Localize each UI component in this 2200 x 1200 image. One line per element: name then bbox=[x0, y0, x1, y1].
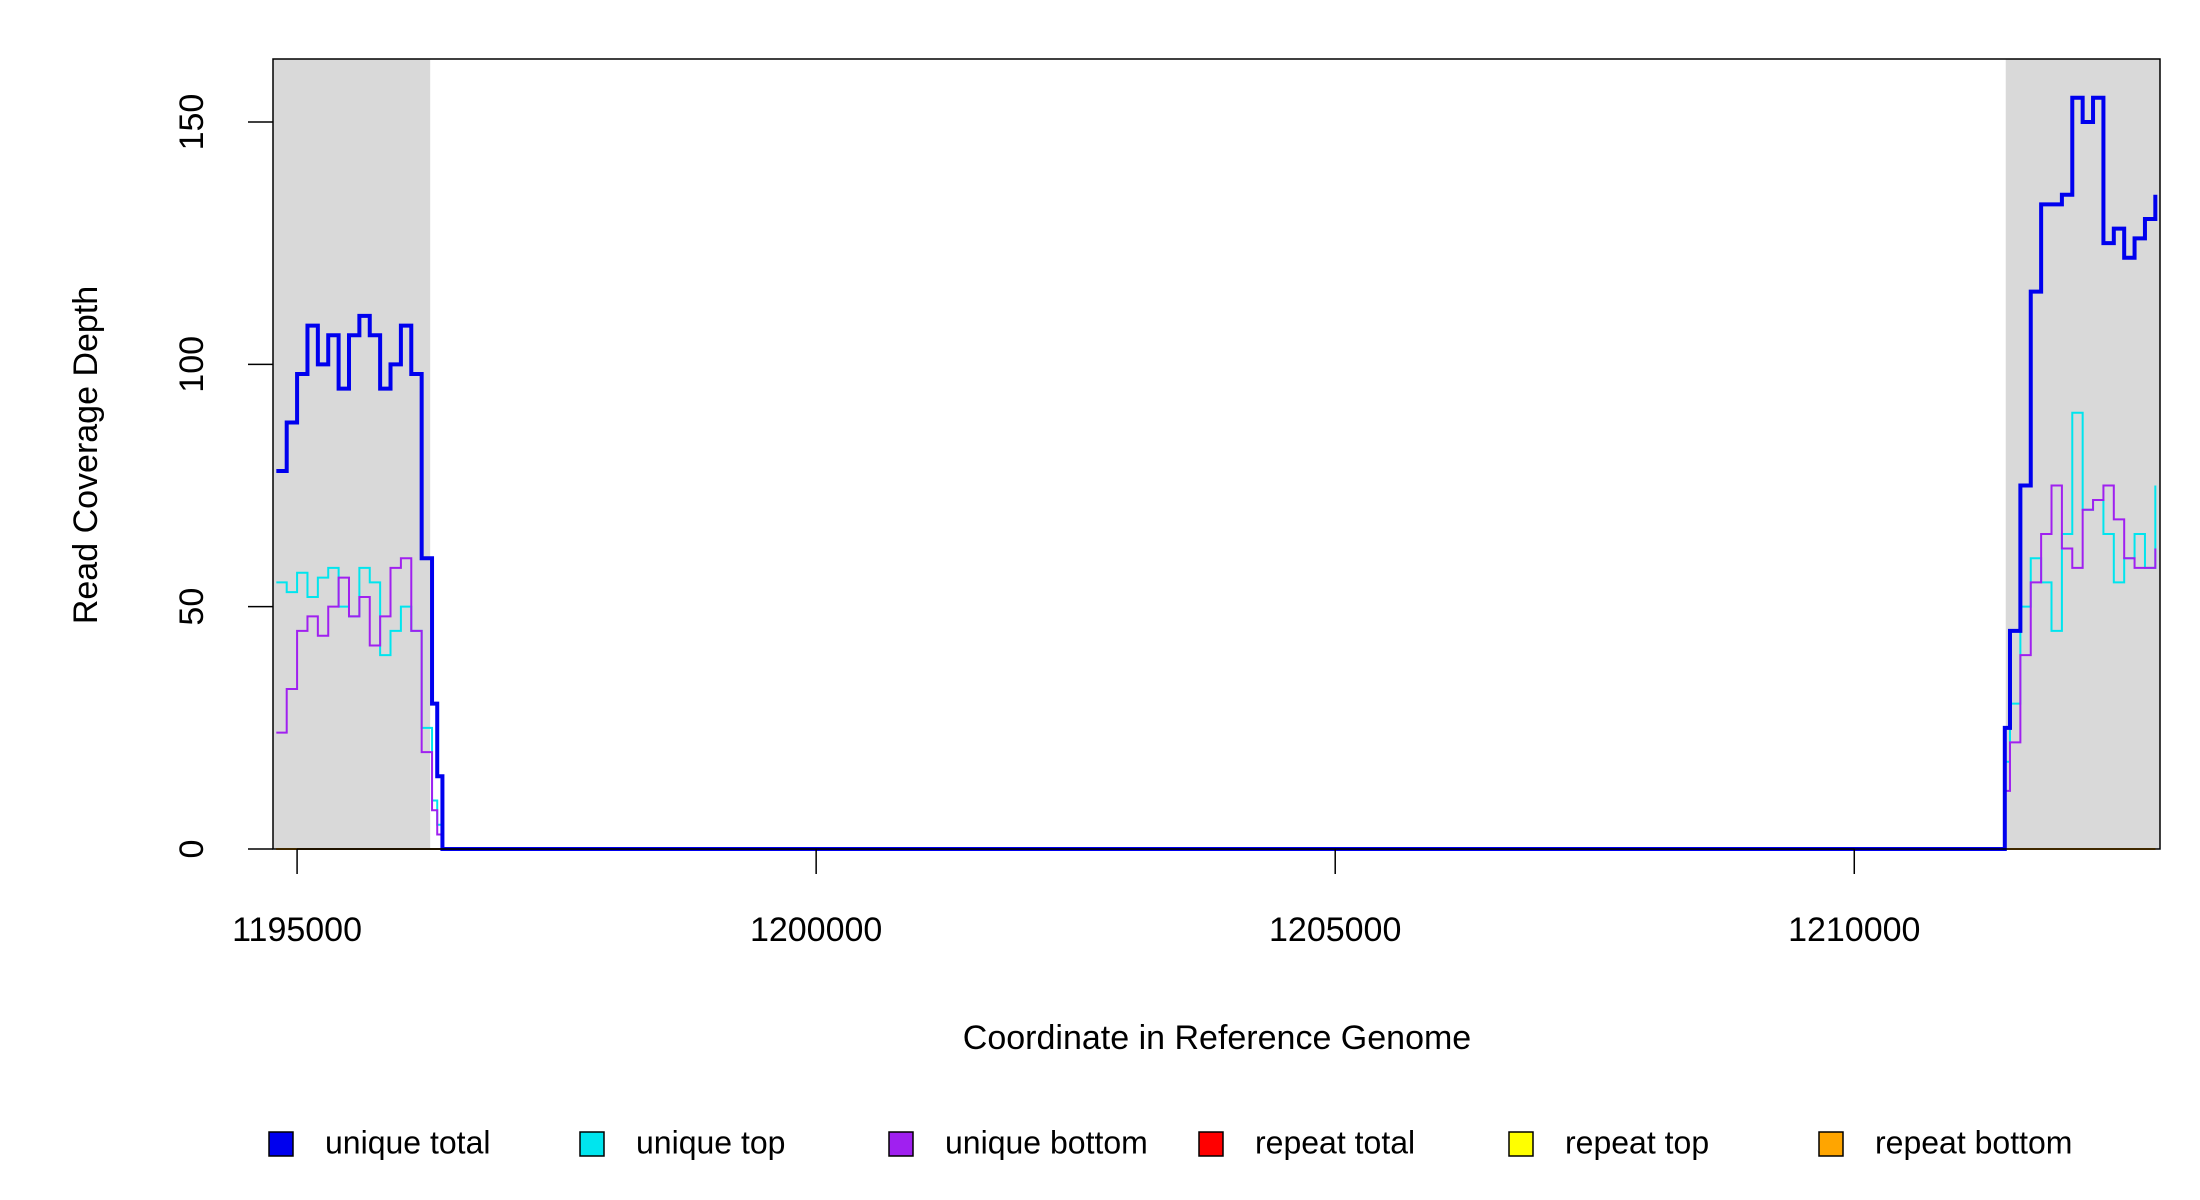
series-line bbox=[276, 411, 2157, 850]
legend-label: unique top bbox=[636, 1124, 785, 1160]
x-tick-label: 1210000 bbox=[1788, 911, 1920, 949]
x-tick-label: 1205000 bbox=[1269, 911, 1401, 949]
legend-swatch bbox=[1508, 1131, 1534, 1157]
series-line bbox=[276, 484, 2157, 850]
legend-swatch bbox=[888, 1131, 914, 1157]
highlight-region bbox=[273, 59, 431, 849]
y-tick-label: 150 bbox=[173, 94, 211, 151]
legend-swatch bbox=[579, 1131, 605, 1157]
x-tick-label: 1200000 bbox=[750, 911, 882, 949]
legend-swatch bbox=[1198, 1131, 1224, 1157]
legend-label: repeat total bbox=[1255, 1124, 1415, 1160]
x-axis-label: Coordinate in Reference Genome bbox=[963, 1019, 1471, 1057]
y-tick-label: 100 bbox=[173, 336, 211, 393]
plot-frame bbox=[272, 58, 2161, 850]
legend-swatch bbox=[1818, 1131, 1844, 1157]
y-tick-label: 50 bbox=[173, 588, 211, 626]
legend-label: repeat top bbox=[1565, 1124, 1709, 1160]
legend-label: repeat bottom bbox=[1875, 1124, 2072, 1160]
legend-swatch bbox=[268, 1131, 294, 1157]
legend-label: unique total bbox=[325, 1124, 490, 1160]
legend-label: unique bottom bbox=[945, 1124, 1148, 1160]
x-tick-label: 1195000 bbox=[232, 911, 362, 949]
y-axis-label: Read Coverage Depth bbox=[67, 286, 105, 624]
y-tick-label: 0 bbox=[173, 840, 211, 859]
series-line bbox=[276, 95, 2158, 851]
